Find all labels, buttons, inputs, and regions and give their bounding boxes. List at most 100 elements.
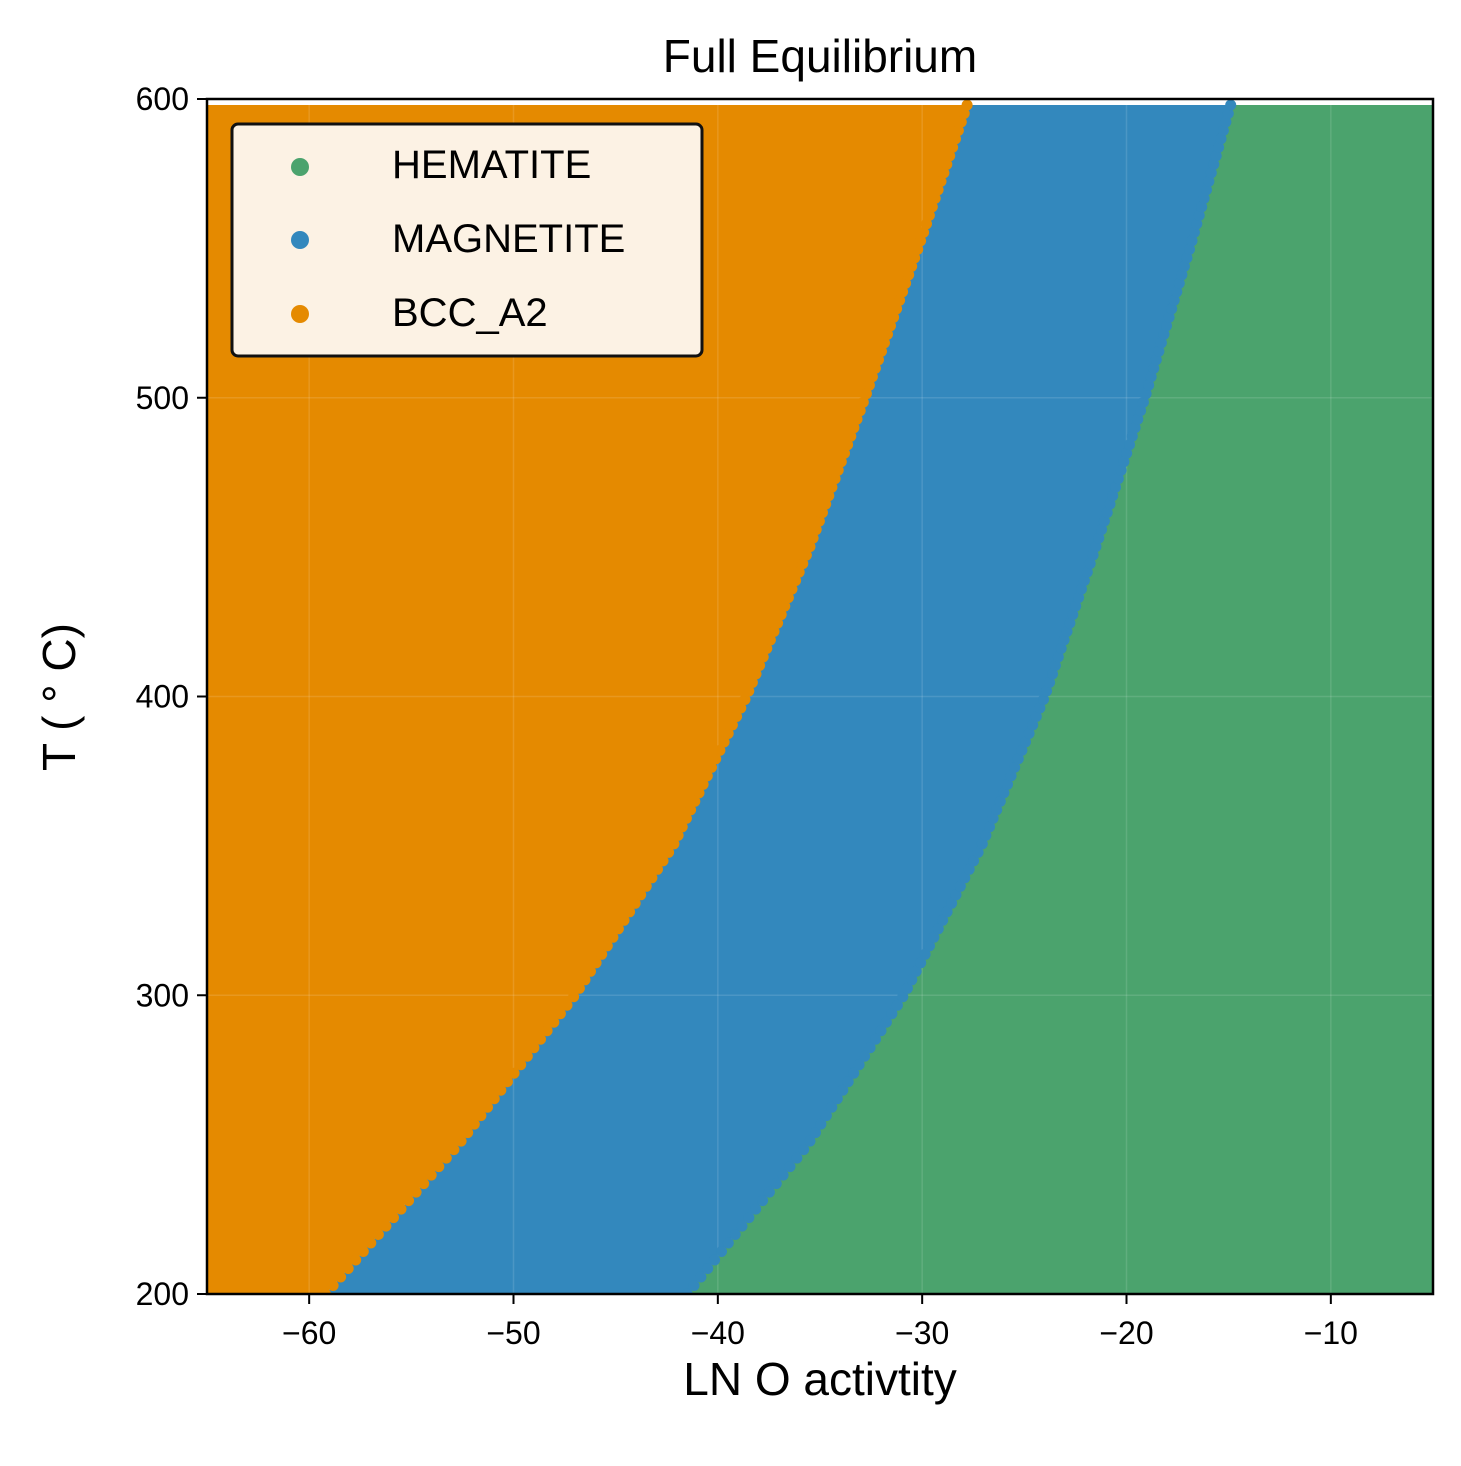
boundary-dot-bcc-a2 <box>885 320 896 332</box>
boundary-dot-bcc-a2 <box>813 515 825 527</box>
boundary-dot-magnetite <box>1143 379 1155 391</box>
boundary-dot-bcc-a2 <box>508 1067 520 1079</box>
y-tick-label: 400 <box>136 679 189 715</box>
boundary-dot-bcc-a2 <box>706 761 717 773</box>
boundary-dot-bcc-a2 <box>894 294 906 306</box>
boundary-dot-magnetite <box>1205 167 1217 179</box>
boundary-dot-bcc-a2 <box>541 1025 553 1037</box>
boundary-dot-bcc-a2 <box>851 413 863 425</box>
boundary-dot-magnetite <box>1168 294 1180 306</box>
boundary-dot-magnetite <box>1129 422 1141 434</box>
boundary-dot-magnetite <box>1203 175 1215 187</box>
boundary-dot-magnetite <box>1140 388 1152 400</box>
boundary-dot-bcc-a2 <box>607 931 619 943</box>
boundary-dot-bcc-a2 <box>739 694 751 705</box>
x-tick-label: −30 <box>895 1315 949 1351</box>
x-tick-label: −40 <box>691 1315 745 1351</box>
boundary-dot-magnetite <box>837 1084 849 1096</box>
boundary-dot-bcc-a2 <box>768 626 780 637</box>
boundary-dot-bcc-a2 <box>941 158 953 170</box>
boundary-dot-magnetite <box>1073 592 1085 604</box>
boundary-dot-bcc-a2 <box>761 643 773 654</box>
legend-label-bcc-a2: BCC_A2 <box>392 291 548 335</box>
boundary-dot-magnetite <box>1078 575 1090 587</box>
boundary-dot-magnetite <box>1020 736 1031 748</box>
boundary-dot-bcc-a2 <box>810 524 822 536</box>
y-tick-label: 200 <box>136 1276 189 1312</box>
boundary-dot-bcc-a2 <box>754 660 766 671</box>
boundary-dot-bcc-a2 <box>854 405 866 417</box>
boundary-dot-bcc-a2 <box>929 192 941 204</box>
boundary-dot-magnetite <box>848 1067 860 1079</box>
boundary-dot-magnetite <box>1171 286 1183 298</box>
boundary-dot-bcc-a2 <box>335 1271 347 1283</box>
boundary-dot-magnetite <box>937 914 949 926</box>
boundary-dot-bcc-a2 <box>839 447 850 459</box>
boundary-dot-bcc-a2 <box>554 1008 566 1020</box>
boundary-dot-bcc-a2 <box>629 897 641 909</box>
x-tick-label: −20 <box>1099 1315 1153 1351</box>
boundary-dot-magnetite <box>928 931 940 943</box>
boundary-dot-magnetite <box>924 940 935 952</box>
boundary-dot-magnetite <box>1166 303 1178 315</box>
y-tick-label: 600 <box>136 81 189 117</box>
boundary-dot-magnetite <box>1148 362 1160 374</box>
boundary-dot-bcc-a2 <box>888 311 900 323</box>
boundary-dot-bcc-a2 <box>573 982 585 994</box>
boundary-dot-magnetite <box>702 1263 714 1274</box>
boundary-dot-bcc-a2 <box>876 345 887 357</box>
boundary-dot-bcc-a2 <box>521 1050 533 1062</box>
boundary-dot-magnetite <box>750 1203 762 1215</box>
boundary-dot-bcc-a2 <box>915 235 927 247</box>
boundary-dot-magnetite <box>946 897 958 909</box>
boundary-dot-magnetite <box>941 906 953 918</box>
boundary-dot-bcc-a2 <box>482 1101 493 1113</box>
boundary-dot-bcc-a2 <box>793 566 805 578</box>
boundary-dot-bcc-a2 <box>372 1229 384 1240</box>
boundary-dot-bcc-a2 <box>882 328 893 340</box>
boundary-dot-magnetite <box>1210 150 1222 162</box>
boundary-dot-magnetite <box>1101 507 1113 519</box>
boundary-dot-bcc-a2 <box>365 1237 377 1249</box>
boundary-dot-magnetite <box>1222 108 1234 119</box>
boundary-dot-magnetite <box>784 1161 796 1173</box>
boundary-dot-magnetite <box>994 795 1006 807</box>
boundary-dot-magnetite <box>1198 192 1210 204</box>
boundary-dot-bcc-a2 <box>932 184 944 196</box>
x-tick-label: −60 <box>282 1315 336 1351</box>
boundary-dot-magnetite <box>1016 744 1028 756</box>
boundary-dot-bcc-a2 <box>327 1280 339 1291</box>
boundary-dot-magnetite <box>1070 600 1082 612</box>
boundary-dot-bcc-a2 <box>596 948 608 960</box>
boundary-dot-bcc-a2 <box>779 600 791 612</box>
boundary-dot-magnetite <box>681 1288 693 1294</box>
boundary-dot-magnetite <box>1225 99 1237 111</box>
boundary-dot-bcc-a2 <box>418 1178 430 1190</box>
boundary-dot-bcc-a2 <box>726 719 738 731</box>
boundary-dot-bcc-a2 <box>832 464 844 476</box>
boundary-dot-magnetite <box>1087 549 1099 561</box>
boundary-dot-magnetite <box>1145 371 1157 383</box>
boundary-dot-magnetite <box>1196 201 1208 213</box>
boundary-dot-bcc-a2 <box>718 736 730 748</box>
boundary-dot-magnetite <box>1038 694 1049 705</box>
boundary-dot-magnetite <box>1126 430 1138 442</box>
boundary-dot-bcc-a2 <box>800 549 812 561</box>
legend-label-magnetite: MAGNETITE <box>392 217 625 261</box>
y-axis-label: T ( ° C) <box>33 623 85 771</box>
boundary-dot-bcc-a2 <box>782 592 794 604</box>
boundary-dot-magnetite <box>770 1178 782 1190</box>
boundary-dot-bcc-a2 <box>746 677 758 688</box>
chart-title: Full Equilibrium <box>663 30 977 82</box>
boundary-dot-magnetite <box>1193 209 1205 221</box>
boundary-dot-magnetite <box>1176 269 1188 281</box>
boundary-dot-magnetite <box>1135 405 1147 417</box>
boundary-dot-bcc-a2 <box>693 787 705 799</box>
boundary-dot-bcc-a2 <box>804 541 816 553</box>
boundary-dot-magnetite <box>980 829 992 841</box>
boundary-dot-magnetite <box>810 1127 821 1139</box>
boundary-dot-bcc-a2 <box>845 430 857 442</box>
boundary-dot-bcc-a2 <box>757 651 769 663</box>
boundary-dot-bcc-a2 <box>455 1135 467 1147</box>
